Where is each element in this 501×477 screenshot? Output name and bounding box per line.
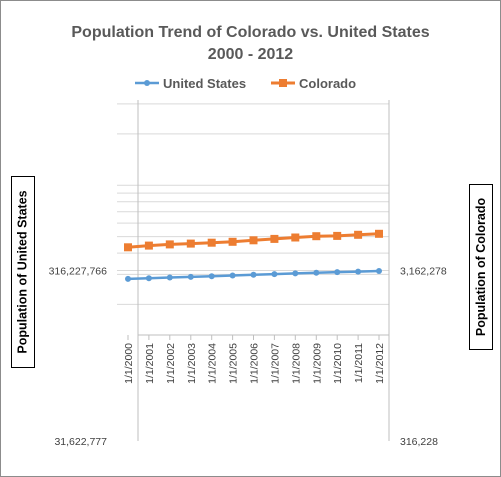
left-tick-label: 31,622,777 [54,436,107,448]
data-point [207,238,216,247]
x-tick-label: 1/1/2003 [186,343,198,384]
data-point [125,275,131,282]
right-axis-title-text: Population of Colorado [474,197,488,337]
x-tick-label: 1/1/2004 [207,343,219,384]
data-point [375,229,383,238]
data-point [165,240,174,249]
data-point [166,274,173,281]
legend-marker [144,80,150,86]
data-point [124,243,132,252]
right-tick-label: 316,228 [400,436,438,448]
data-point [250,271,257,278]
data-point [291,233,300,242]
data-point [144,241,153,250]
right-tick-label: 3,162,278 [400,266,447,278]
data-point [271,271,278,278]
x-tick-label: 1/1/2010 [332,343,344,384]
legend-label: Colorado [299,76,356,91]
data-point [313,269,320,276]
data-point [229,272,236,279]
right-axis-title: Population of Colorado [469,184,493,350]
data-point [208,273,215,280]
left-tick-label: 316,227,766 [49,266,108,278]
data-point [334,269,341,276]
chart-title-line-1: Population Trend of Colorado vs. United … [71,24,430,41]
x-tick-label: 1/1/2002 [165,343,177,384]
left-axis-title-text: Population of United States [16,190,31,354]
x-tick-label: 1/1/2008 [290,343,302,384]
data-point [312,232,321,241]
data-point [249,236,258,245]
chart-title-line-2: 2000 - 2012 [207,46,294,63]
x-tick-label: 1/1/2012 [374,343,386,384]
data-point [354,230,363,239]
x-tick-label: 1/1/2001 [144,343,156,384]
data-point [333,231,342,240]
x-tick-label: 1/1/2000 [123,343,135,384]
legend-marker [279,79,287,87]
data-point [187,273,194,280]
data-point [355,268,362,275]
legend-label: United States [163,76,246,91]
x-tick-label: 1/1/2009 [311,343,323,384]
x-tick-label: 1/1/2011 [353,343,365,383]
data-point [145,275,152,282]
chart-title: Population Trend of Colorado vs. United … [0,22,501,66]
x-tick-label: 1/1/2007 [269,343,281,384]
data-point [376,268,382,274]
x-tick-label: 1/1/2006 [249,343,261,384]
data-point [228,237,237,246]
data-point [270,234,279,243]
left-axis-title: Population of United States [11,176,35,368]
data-point [186,239,195,248]
data-point [292,270,299,277]
x-tick-label: 1/1/2005 [228,343,240,384]
